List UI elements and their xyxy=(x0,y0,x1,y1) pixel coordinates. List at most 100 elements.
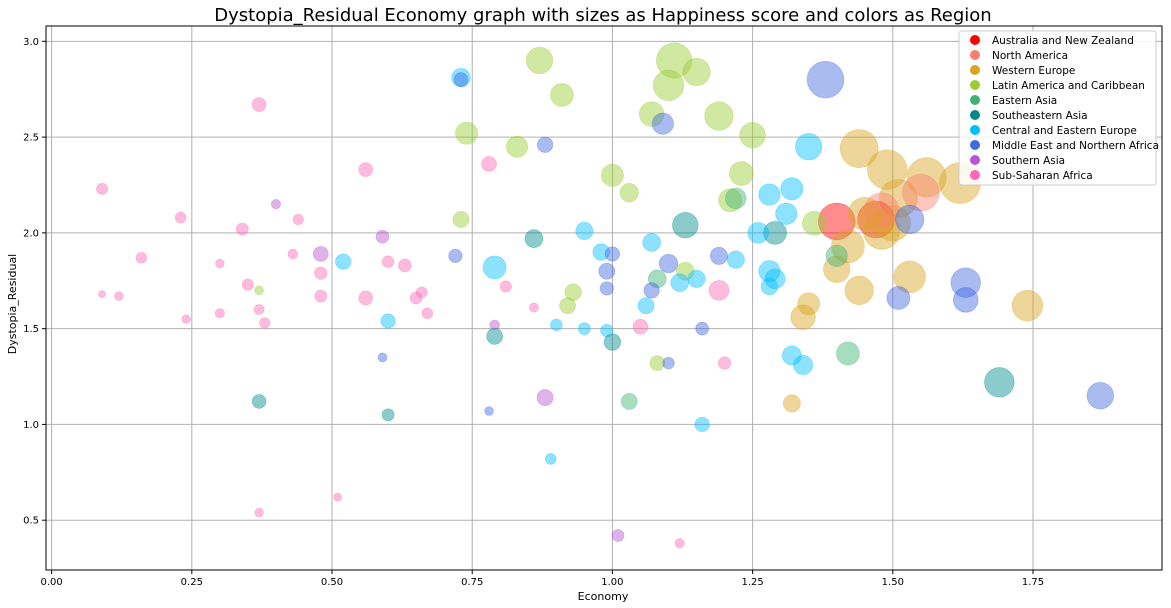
data-point xyxy=(604,246,621,262)
data-point xyxy=(718,188,743,213)
y-axis-ticks: 0.5 1.0 1.5 2.0 2.5 3.0 xyxy=(23,37,46,527)
data-point xyxy=(421,307,434,320)
data-point xyxy=(687,269,706,288)
data-point xyxy=(839,129,879,169)
data-point xyxy=(314,289,328,303)
y-axis-title: Dystopia_Residual xyxy=(6,254,19,355)
data-point xyxy=(708,279,730,301)
data-point xyxy=(505,135,529,158)
y-tick-label: 2.0 xyxy=(23,228,39,239)
data-point xyxy=(984,367,1015,398)
data-point xyxy=(674,538,685,549)
legend-label: Middle East and Northern Africa xyxy=(992,140,1159,152)
data-point xyxy=(559,297,576,315)
data-point xyxy=(259,317,271,329)
data-point xyxy=(652,69,685,102)
data-point xyxy=(489,319,500,331)
data-point xyxy=(486,327,504,345)
legend-label: Australia and New Zealand xyxy=(992,35,1134,47)
data-point xyxy=(867,149,908,190)
legend-label: Southern Asia xyxy=(992,155,1065,167)
data-point xyxy=(643,282,660,299)
data-point xyxy=(717,356,732,370)
data-point xyxy=(844,275,874,306)
data-point xyxy=(381,255,395,268)
data-point xyxy=(775,202,798,225)
data-point xyxy=(241,278,254,291)
legend-label: Western Europe xyxy=(992,65,1075,77)
data-point xyxy=(528,302,539,313)
legend-marker xyxy=(970,80,980,90)
x-tick-label: 0.25 xyxy=(181,577,203,588)
data-point xyxy=(725,187,747,210)
data-point xyxy=(704,101,734,131)
data-point xyxy=(781,345,802,366)
x-tick-label: 1.00 xyxy=(601,577,623,588)
data-point xyxy=(864,192,900,228)
y-tick-label: 2.5 xyxy=(23,133,39,144)
data-point xyxy=(1086,381,1115,410)
legend-marker xyxy=(970,170,980,180)
data-point xyxy=(619,182,639,203)
legend-label: Central and Eastern Europe xyxy=(992,125,1137,137)
data-point xyxy=(181,314,191,324)
data-point xyxy=(638,101,665,127)
data-point xyxy=(878,178,918,218)
data-point xyxy=(292,213,304,226)
legend-label: Eastern Asia xyxy=(992,95,1057,107)
data-point xyxy=(758,260,781,283)
data-point xyxy=(874,205,911,242)
data-point xyxy=(790,304,816,330)
data-point xyxy=(632,318,649,335)
data-point xyxy=(1011,289,1044,322)
data-point xyxy=(398,258,412,273)
data-point xyxy=(760,277,779,296)
data-point xyxy=(98,290,106,299)
data-point xyxy=(550,318,563,332)
data-point xyxy=(375,229,390,244)
data-point xyxy=(694,416,710,433)
x-axis-title: Economy xyxy=(578,590,629,603)
legend-marker xyxy=(970,155,980,165)
data-point xyxy=(642,233,662,252)
x-tick-label: 1.25 xyxy=(741,577,763,588)
legend-marker xyxy=(970,95,980,105)
data-point xyxy=(314,266,328,280)
data-point xyxy=(380,313,396,329)
data-point xyxy=(254,507,264,518)
y-tick-label: 1.5 xyxy=(23,324,39,335)
data-point xyxy=(214,308,225,319)
data-point xyxy=(453,72,469,87)
data-point xyxy=(114,291,124,301)
data-point xyxy=(806,60,845,99)
legend-marker xyxy=(970,140,980,150)
legend-label: North America xyxy=(992,50,1068,62)
data-point xyxy=(455,121,479,145)
data-point xyxy=(709,246,728,265)
data-point xyxy=(662,356,675,370)
data-point xyxy=(739,121,766,149)
legend-marker xyxy=(970,35,980,45)
data-point xyxy=(600,163,624,187)
y-tick-label: 3.0 xyxy=(23,37,39,48)
data-point xyxy=(577,322,591,336)
legend-marker xyxy=(970,50,980,60)
x-tick-label: 0.75 xyxy=(461,577,483,588)
data-point xyxy=(524,229,544,248)
data-point xyxy=(675,261,695,281)
data-point xyxy=(536,389,554,407)
data-point xyxy=(670,273,690,293)
data-point xyxy=(647,269,667,289)
data-point xyxy=(801,210,827,236)
data-point xyxy=(886,286,911,310)
legend-label: Sub-Saharan Africa xyxy=(992,170,1093,182)
data-point xyxy=(174,211,187,224)
data-point xyxy=(381,408,395,422)
data-point xyxy=(603,333,622,351)
data-point xyxy=(215,258,225,269)
x-tick-label: 0.00 xyxy=(40,577,62,588)
data-point xyxy=(499,280,512,293)
data-point xyxy=(831,229,865,264)
data-point xyxy=(564,283,582,301)
